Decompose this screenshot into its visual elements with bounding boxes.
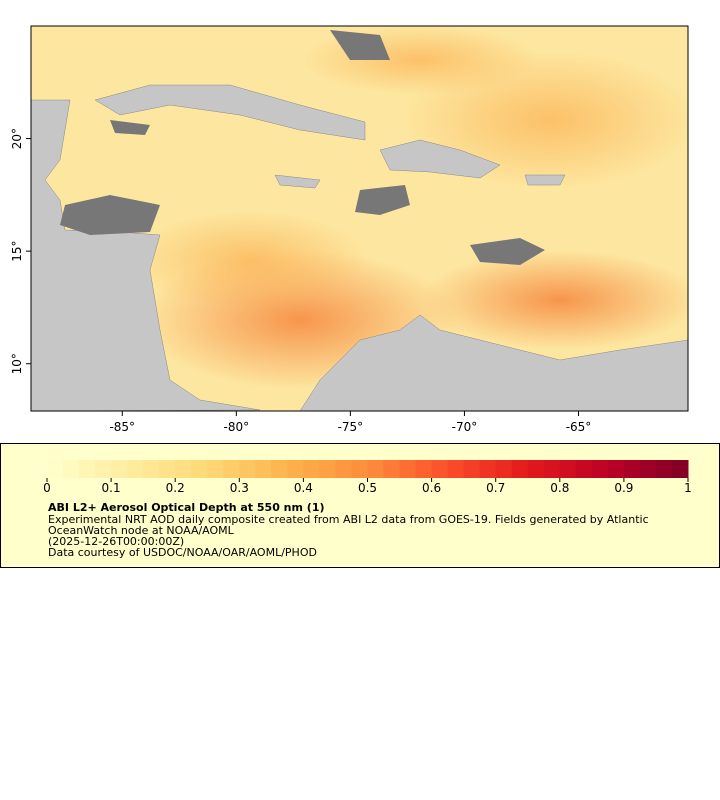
cloud [470, 238, 545, 265]
x-tick-label: -70° [452, 420, 478, 434]
colorbar-step [671, 460, 689, 478]
colorbar-step [415, 460, 433, 478]
colorbar-tick-label: 0.5 [358, 481, 377, 495]
colorbar-step [559, 460, 577, 478]
land [31, 84, 688, 411]
colorbar-step [463, 460, 481, 478]
cloud [60, 195, 160, 235]
colorbar-step [399, 460, 417, 478]
colorbar-tick-label: 1 [684, 481, 692, 495]
colorbar-step [479, 460, 497, 478]
colorbar-step [111, 460, 128, 478]
colorbar-step [95, 460, 112, 478]
colorbar-tick-label: 0.4 [294, 481, 313, 495]
x-tick-label: -85° [109, 420, 135, 434]
colorbar-step [255, 460, 272, 478]
colorbar-step [495, 460, 513, 478]
cloud [110, 120, 150, 135]
colorbar-step [159, 460, 176, 478]
y-tick-label: 10° [10, 353, 24, 374]
map-frame [30, 25, 689, 412]
x-tick-label: -65° [566, 420, 592, 434]
hispaniola [379, 139, 501, 179]
y-tick-label: 15° [10, 241, 24, 262]
colorbar-tick-label: 0.1 [102, 481, 121, 495]
colorbar-step [319, 460, 336, 478]
time: (2025-12-26T00:00:00Z) [48, 535, 185, 548]
central-america [31, 99, 261, 411]
colorbar-step [367, 460, 385, 478]
colorbar-step [303, 460, 320, 478]
jamaica [274, 174, 321, 189]
x-tick-label: -75° [338, 420, 364, 434]
colorbar-step [511, 460, 529, 478]
colorbar-step [575, 460, 593, 478]
description: Experimental NRT AOD daily composite cre… [48, 513, 649, 537]
colorbar-tick-label: 0.8 [550, 481, 569, 495]
map [31, 26, 688, 411]
colorbar-step [79, 460, 96, 478]
colorbar-step [223, 460, 240, 478]
colorbar-step [607, 460, 625, 478]
colorbar-tick-label: 0.2 [166, 481, 185, 495]
colorbar-step [623, 460, 641, 478]
colorbar-step [447, 460, 465, 478]
cuba [94, 84, 366, 141]
colorbar-tick-label: 0.3 [230, 481, 249, 495]
colorbar-step [191, 460, 208, 478]
south-america [299, 314, 688, 411]
colorbar-step [63, 460, 80, 478]
colorbar-tick-label: 0.6 [422, 481, 441, 495]
colorbar-step [207, 460, 224, 478]
colorbar-step [351, 460, 368, 478]
cloud [330, 30, 390, 60]
colorbar-step [655, 460, 673, 478]
colorbar-step [527, 460, 545, 478]
colorbar-step [127, 460, 144, 478]
cloud [355, 185, 410, 215]
x-tick-label: -80° [224, 420, 250, 434]
colorbar-tick-label: 0.9 [614, 481, 633, 495]
colorbar-step [287, 460, 304, 478]
cloud-mask [60, 30, 545, 265]
colorbar-step [639, 460, 657, 478]
colorbar-step [143, 460, 160, 478]
colorbar-step [335, 460, 352, 478]
colorbar-step [543, 460, 561, 478]
colorbar-step [271, 460, 288, 478]
colorbar-tick-label: 0.7 [486, 481, 505, 495]
colorbar-step [591, 460, 609, 478]
colorbar-step [383, 460, 401, 478]
aod-field [130, 210, 370, 310]
colorbar-tick-label: 0 [43, 481, 51, 495]
colorbar-step [47, 460, 64, 478]
colorbar-step [431, 460, 449, 478]
colorbar-step [175, 460, 192, 478]
credit: Data courtesy of USDOC/NOAA/OAR/AOML/PHO… [48, 546, 317, 559]
y-tick-label: 20° [10, 128, 24, 149]
puerto-rico [524, 174, 566, 186]
colorbar-step [239, 460, 256, 478]
aod-field [420, 250, 688, 350]
title: ABI L2+ Aerosol Optical Depth at 550 nm … [48, 501, 325, 514]
